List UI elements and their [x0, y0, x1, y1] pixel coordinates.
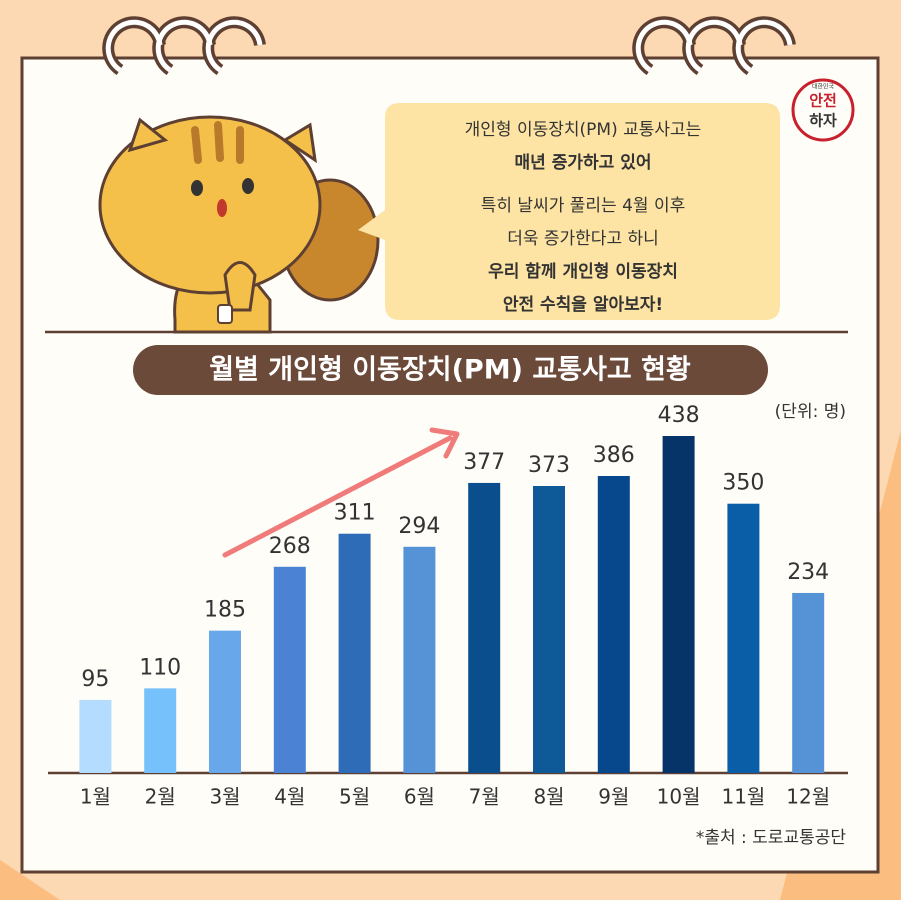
bar: [403, 546, 436, 773]
chart-title: 월별 개인형 이동장치(PM) 교통사고 현황: [209, 355, 691, 386]
value-label: 234: [787, 560, 829, 585]
value-label: 350: [722, 471, 764, 496]
value-label: 386: [593, 443, 635, 468]
trend-arrow: [222, 435, 453, 558]
value-label: 438: [658, 403, 700, 428]
x-tick-label: 9월: [598, 785, 629, 809]
bubble-text: 특히 날씨가 풀리는 4월 이후: [481, 196, 685, 216]
value-label: 377: [463, 450, 505, 475]
value-label: 110: [139, 655, 181, 680]
x-tick-label: 7월: [469, 785, 500, 809]
bar: [662, 436, 695, 773]
bar: [468, 482, 501, 773]
bubble-text: 우리 함께 개인형 이동장치: [488, 261, 678, 282]
value-label: 311: [334, 501, 376, 526]
value-label: 95: [81, 667, 109, 692]
bubble-text: 더욱 증가한다고 하니: [507, 229, 659, 249]
title-pill: [133, 345, 768, 395]
value-label: 185: [204, 598, 246, 623]
value-label: 373: [528, 453, 570, 478]
x-tick-label: 12월: [786, 785, 830, 809]
rings-highlight: [105, 19, 793, 73]
x-tick-label: 4월: [274, 785, 305, 809]
bubble-text: 매년 증가하고 있어: [515, 153, 652, 173]
value-label: 268: [269, 534, 311, 559]
bubble-text: 개인형 이동장치(PM) 교통사고는: [465, 120, 702, 140]
corner-shade: [0, 860, 60, 900]
x-tick-label: 2월: [145, 785, 176, 809]
logo-text: 안전: [809, 92, 837, 110]
value-label: 294: [398, 514, 440, 539]
source: *출처 : 도로교통공단: [696, 828, 847, 848]
x-tick-label: 10월: [657, 785, 701, 809]
bar: [338, 533, 371, 773]
unit-label: (단위: 명): [775, 402, 846, 422]
bar: [144, 688, 177, 773]
x-tick-label: 3월: [209, 785, 240, 809]
x-tick-label: 5월: [339, 785, 370, 809]
bar: [273, 566, 306, 773]
x-tick-label: 1월: [80, 785, 111, 809]
trend-arrow-head: [429, 427, 460, 459]
x-tick-label: 6월: [404, 785, 435, 809]
logo-top: 대한민국: [812, 83, 835, 91]
bar: [209, 630, 241, 773]
character: [98, 115, 380, 334]
logo-ring: [791, 78, 855, 142]
bubble-text: 안전 수칙을 알아보자!: [503, 295, 663, 315]
bar: [533, 486, 565, 773]
logo-text: 하자: [809, 112, 837, 130]
bar: [597, 476, 630, 773]
x-tick-label: 8월: [533, 785, 564, 809]
bar: [792, 592, 825, 773]
bar: [727, 503, 760, 773]
x-tick-label: 11월: [721, 785, 765, 809]
bar: [79, 699, 112, 773]
speech-bubble: [358, 103, 780, 320]
